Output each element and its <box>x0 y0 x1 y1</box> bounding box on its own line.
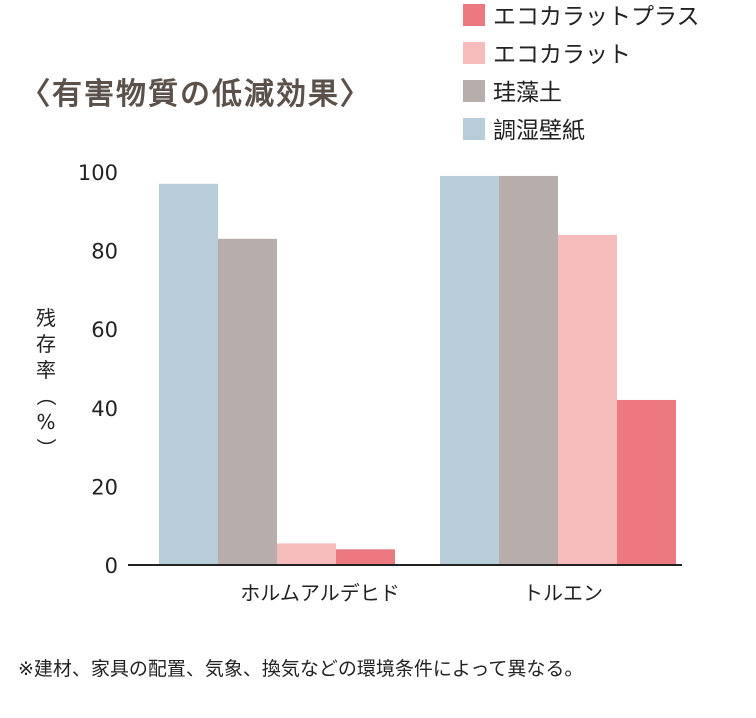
y-axis-label-char: （ <box>34 386 58 406</box>
legend-swatch <box>463 80 485 102</box>
x-category-label: トルエン <box>523 581 603 605</box>
bar <box>558 234 617 565</box>
bars <box>159 175 676 566</box>
legend-swatch <box>463 118 485 140</box>
y-tick-label: 80 <box>91 240 118 264</box>
y-tick-label: 0 <box>105 554 118 578</box>
legend-label: 調湿壁紙 <box>493 118 585 144</box>
x-axis-categories: ホルムアルデヒド トルエン <box>240 581 603 605</box>
legend-swatch <box>463 4 485 26</box>
y-axis-label-char: 存 <box>36 332 56 356</box>
y-axis-label-char: % <box>36 410 55 434</box>
y-axis-ticks: 0 20 40 60 80 100 <box>78 161 118 578</box>
y-tick-label: 40 <box>91 397 118 421</box>
y-tick-label: 100 <box>78 161 118 185</box>
legend-label: 珪藻土 <box>493 80 562 106</box>
bar <box>617 399 676 565</box>
bar <box>440 175 499 565</box>
y-axis-label-char: 率 <box>36 358 56 382</box>
bar <box>218 238 277 565</box>
chart-title: 〈有害物質の低減効果〉 <box>20 77 372 112</box>
legend-label: エコカラット <box>493 42 631 68</box>
y-axis-label-char: ） <box>34 438 58 458</box>
bar <box>277 543 336 565</box>
bar <box>336 549 395 565</box>
x-category-label: ホルムアルデヒド <box>240 581 399 605</box>
legend-swatch <box>463 42 485 64</box>
y-axis-label-char: 残 <box>36 306 56 330</box>
bar <box>159 183 218 566</box>
y-axis-label: 残存率 （% ） <box>34 306 58 458</box>
legend-label: エコカラットプラス <box>493 4 700 30</box>
footnote: ※建材、家具の配置、気象、換気などの環境条件によって異なる。 <box>18 658 584 680</box>
bar <box>499 175 558 565</box>
y-tick-label: 20 <box>91 475 118 499</box>
y-tick-label: 60 <box>91 318 118 342</box>
